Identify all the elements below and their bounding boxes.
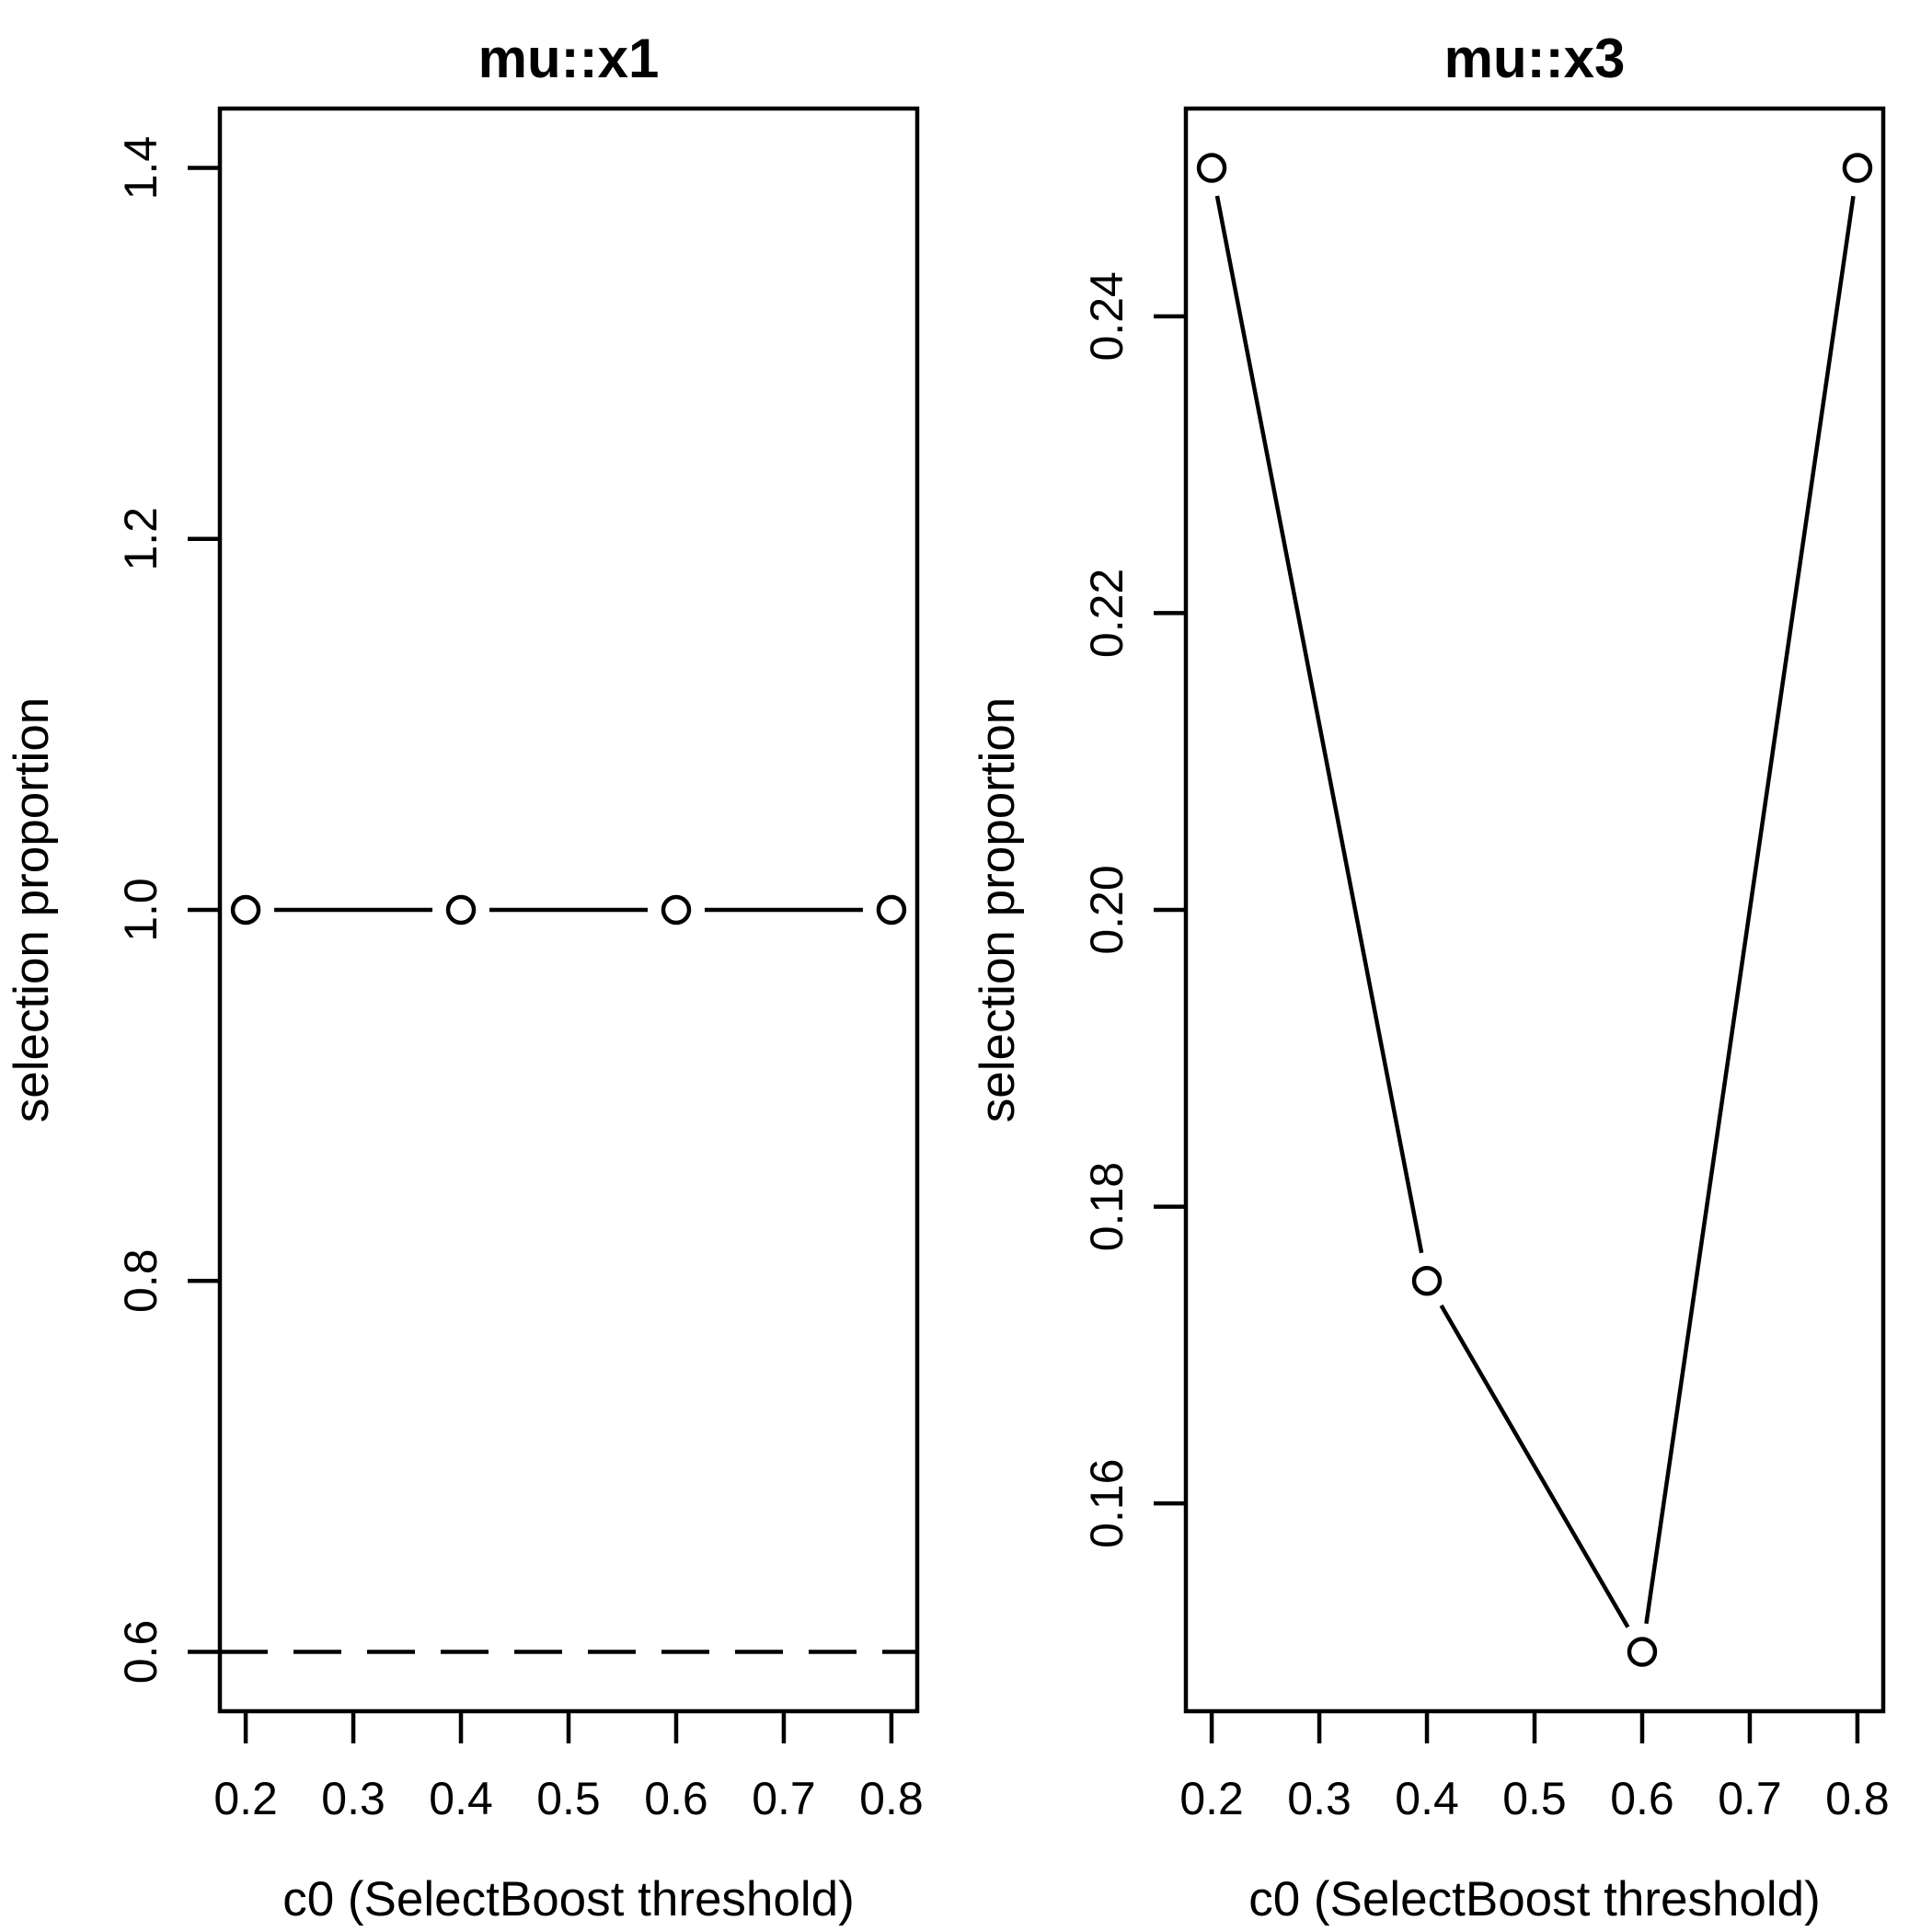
panel-mu::x3: 0.16 0.18 0.20 0.22 0.24 0.2 0.3 0.4 0.5 0.6 0.7 0.… xyxy=(971,28,1890,1926)
y-tick-label: 0.16 xyxy=(1081,1459,1133,1548)
data-point xyxy=(876,894,907,926)
y-tick-label: 1.2 xyxy=(115,507,167,571)
panel-mu::x1: 0.60.81.01.21.40.2 0.3 0.4 0.5 0.6 0.7 0.8mu::… xyxy=(5,28,924,1926)
series-line-segment xyxy=(1644,195,1856,1625)
x-tick-label: 0.3 xyxy=(1287,1773,1351,1824)
x-tick-label: 0.7 xyxy=(752,1773,816,1824)
x-tick-label: 0.6 xyxy=(644,1773,708,1824)
y-axis-label: selection proportion xyxy=(5,697,59,1123)
y-tick-label: 0.18 xyxy=(1081,1162,1133,1251)
data-point xyxy=(1196,153,1227,183)
x-tick-label: 0.2 xyxy=(213,1773,278,1824)
x-tick-label: 0.7 xyxy=(1718,1773,1782,1824)
data-point xyxy=(1627,1637,1658,1667)
y-axis-label: selection proportion xyxy=(971,697,1025,1123)
data-point xyxy=(1842,153,1873,183)
x-tick-label: 0.5 xyxy=(1502,1773,1567,1824)
x-tick-label: 0.4 xyxy=(429,1773,493,1824)
y-tick-label: 1.0 xyxy=(115,878,167,942)
data-point xyxy=(661,894,692,926)
y-tick-label: 1.4 xyxy=(115,136,167,201)
series-line-segment xyxy=(1439,1304,1630,1628)
x-tick-label: 0.6 xyxy=(1610,1773,1674,1824)
series-line-segment xyxy=(1214,195,1424,1254)
x-tick-label: 0.2 xyxy=(1179,1773,1244,1824)
x-tick-label: 0.4 xyxy=(1395,1773,1459,1824)
x-tick-label: 0.5 xyxy=(536,1773,601,1824)
data-point xyxy=(1411,1265,1443,1296)
y-tick-label: 0.20 xyxy=(1081,865,1133,954)
y-tick-label: 0.8 xyxy=(115,1248,167,1313)
y-tick-label: 0.22 xyxy=(1081,569,1133,658)
data-point xyxy=(230,894,261,926)
plot-box xyxy=(1183,106,1886,1714)
x-tick-label: 0.3 xyxy=(321,1773,385,1824)
x-axis-label: c0 (SelectBoost threshold) xyxy=(1248,1872,1821,1926)
x-tick-label: 0.8 xyxy=(1825,1773,1890,1824)
y-tick-label: 0.6 xyxy=(115,1620,167,1685)
x-axis-label: c0 (SelectBoost threshold) xyxy=(282,1872,855,1926)
data-point xyxy=(445,894,477,926)
panel-title: mu::x3 xyxy=(1444,28,1626,89)
y-tick-label: 0.24 xyxy=(1081,271,1133,361)
panel-title: mu::x1 xyxy=(478,28,660,89)
x-tick-label: 0.8 xyxy=(859,1773,924,1824)
